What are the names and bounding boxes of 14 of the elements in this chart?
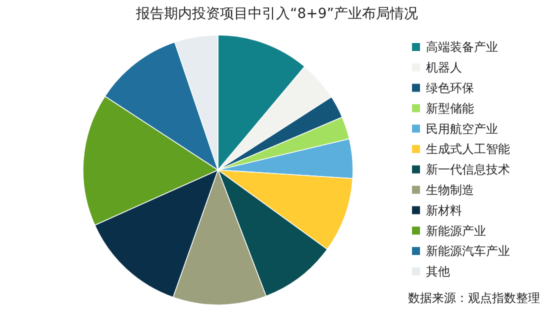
legend-label: 新能源汽车产业	[426, 244, 510, 258]
legend-label: 新型储能	[426, 101, 474, 116]
chart-title: 报告期内投资项目中引入“8+9”产业布局情况	[134, 6, 418, 22]
legend-label: 其他	[426, 264, 450, 279]
legend-label: 高端装备产业	[426, 40, 498, 54]
legend-label: 生成式人工智能	[426, 142, 510, 156]
legend-label: 绿色环保	[426, 81, 474, 95]
legend-label: 新一代信息技术	[426, 162, 510, 177]
legend-label: 机器人	[426, 60, 462, 75]
legend-label: 新材料	[426, 203, 462, 218]
legend-label: 新能源产业	[426, 224, 486, 238]
legend-label: 民用航空产业	[426, 122, 498, 136]
legend-label: 生物制造	[426, 183, 474, 197]
source-note: 数据来源：观点指数整理	[408, 291, 540, 305]
